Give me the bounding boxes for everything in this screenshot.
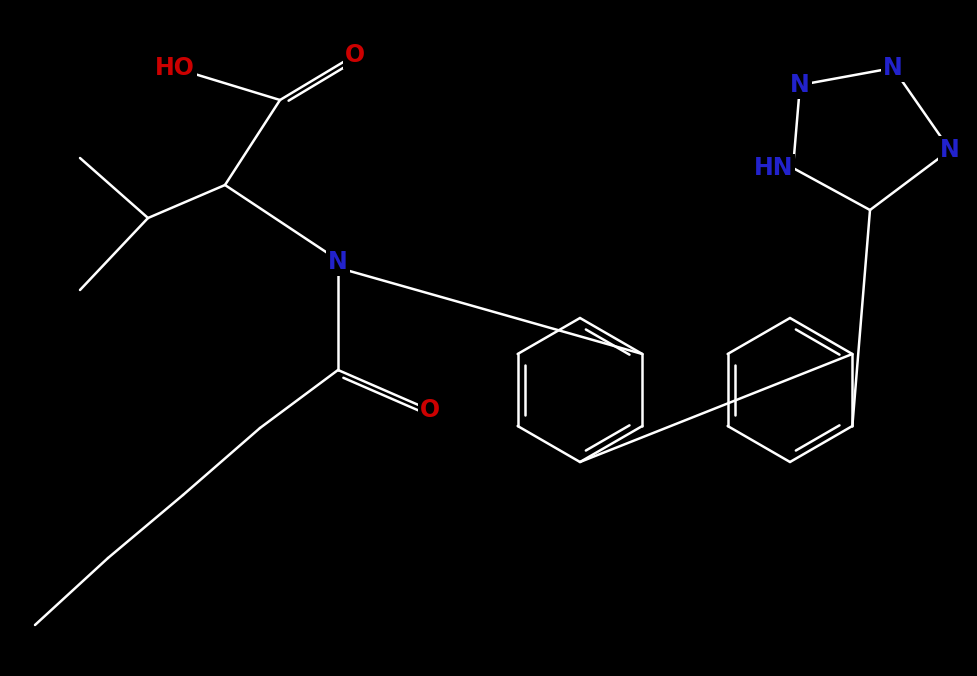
Text: N: N <box>940 138 959 162</box>
Text: N: N <box>790 73 810 97</box>
Text: HO: HO <box>155 56 195 80</box>
Text: O: O <box>345 43 365 67</box>
Text: O: O <box>420 398 440 422</box>
Text: N: N <box>883 56 903 80</box>
Text: N: N <box>328 250 348 274</box>
Text: HN: HN <box>753 156 793 180</box>
